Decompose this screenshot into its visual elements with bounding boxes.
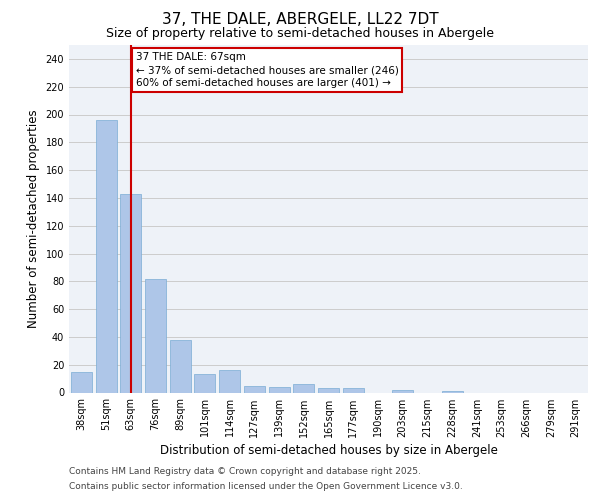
Bar xyxy=(269,387,290,392)
Bar xyxy=(71,372,92,392)
Bar xyxy=(318,388,339,392)
Bar xyxy=(392,390,413,392)
Bar xyxy=(170,340,191,392)
Bar xyxy=(343,388,364,392)
Bar xyxy=(442,391,463,392)
Bar xyxy=(145,278,166,392)
Text: Size of property relative to semi-detached houses in Abergele: Size of property relative to semi-detach… xyxy=(106,28,494,40)
Bar xyxy=(95,120,116,392)
Bar xyxy=(219,370,240,392)
X-axis label: Distribution of semi-detached houses by size in Abergele: Distribution of semi-detached houses by … xyxy=(160,444,497,456)
Text: 37 THE DALE: 67sqm
← 37% of semi-detached houses are smaller (246)
60% of semi-d: 37 THE DALE: 67sqm ← 37% of semi-detache… xyxy=(136,52,398,88)
Text: 37, THE DALE, ABERGELE, LL22 7DT: 37, THE DALE, ABERGELE, LL22 7DT xyxy=(161,12,439,28)
Text: Contains HM Land Registry data © Crown copyright and database right 2025.: Contains HM Land Registry data © Crown c… xyxy=(69,467,421,476)
Bar xyxy=(244,386,265,392)
Y-axis label: Number of semi-detached properties: Number of semi-detached properties xyxy=(27,110,40,328)
Bar xyxy=(120,194,141,392)
Bar xyxy=(293,384,314,392)
Bar xyxy=(194,374,215,392)
Text: Contains public sector information licensed under the Open Government Licence v3: Contains public sector information licen… xyxy=(69,482,463,491)
